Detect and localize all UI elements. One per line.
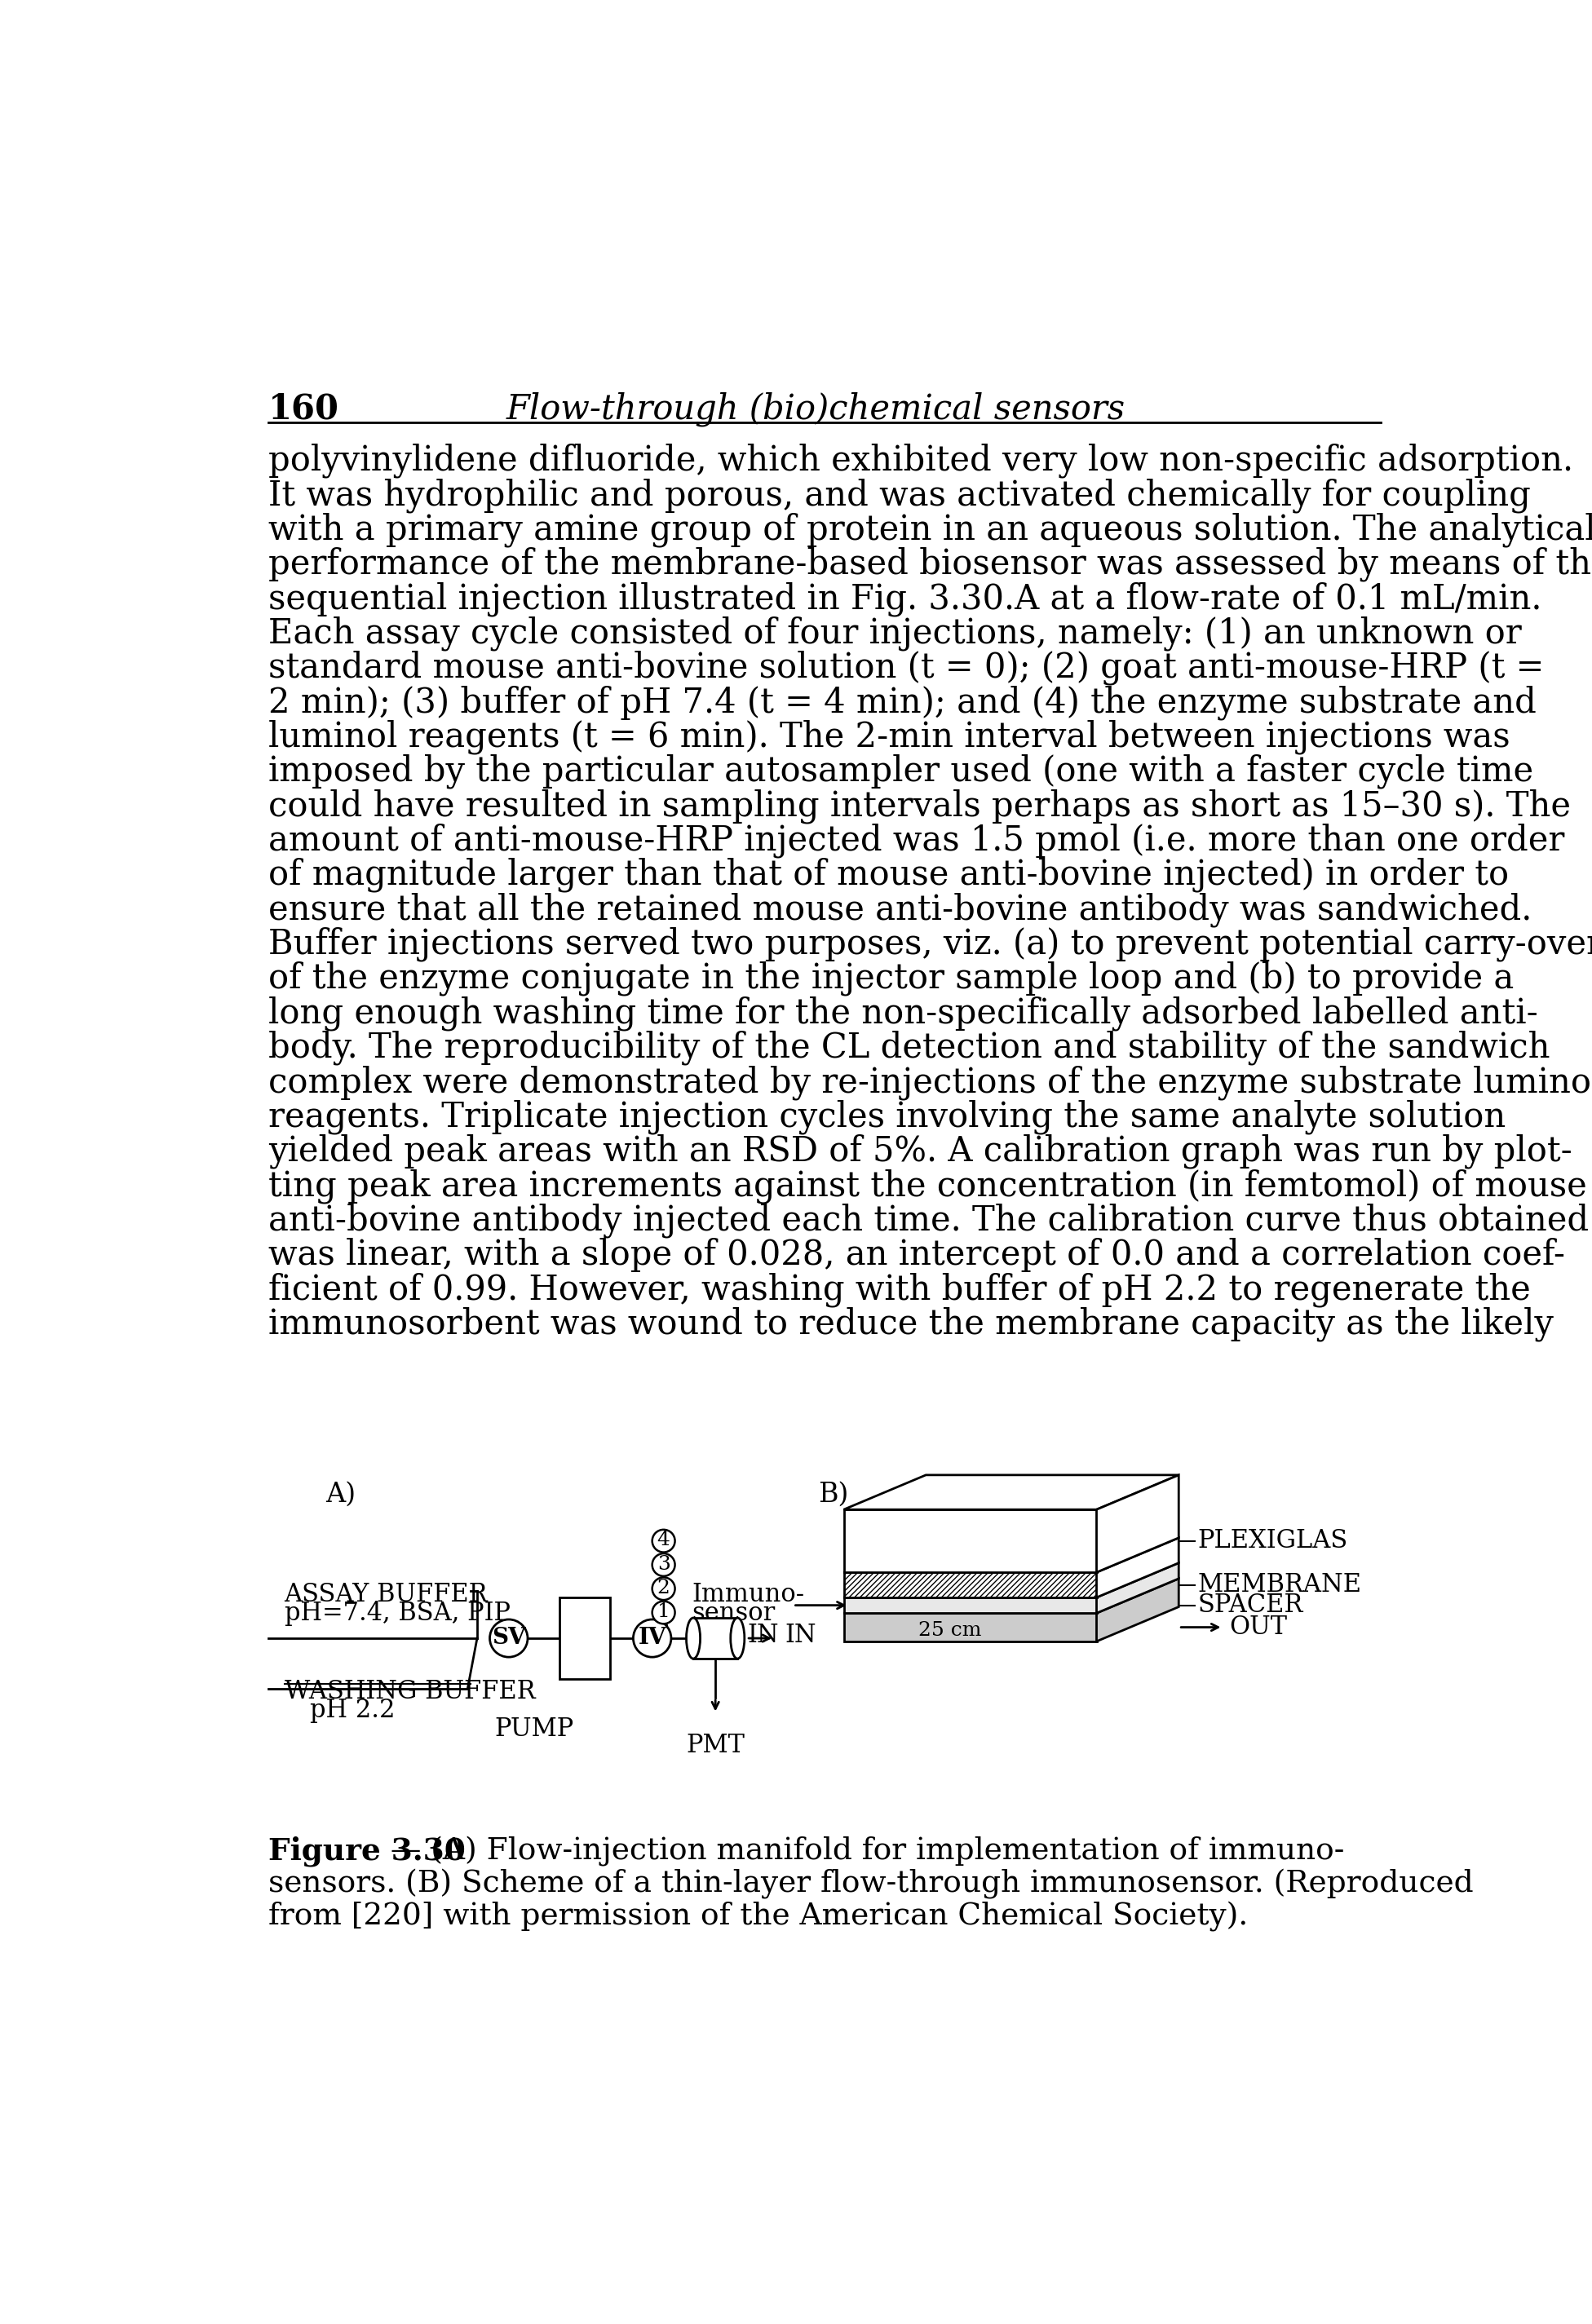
Polygon shape xyxy=(1097,1476,1178,1573)
Text: pH 2.2: pH 2.2 xyxy=(309,1699,395,1722)
Text: yielded peak areas with an RSD of 5%. A calibration graph was run by plot-: yielded peak areas with an RSD of 5%. A … xyxy=(269,1134,1573,1169)
Polygon shape xyxy=(844,1538,1178,1573)
Text: 25 cm: 25 cm xyxy=(919,1620,981,1638)
Text: long enough washing time for the non-specifically adsorbed labelled anti-: long enough washing time for the non-spe… xyxy=(269,997,1538,1030)
Circle shape xyxy=(653,1529,675,1552)
Text: Immuno-: Immuno- xyxy=(693,1583,804,1606)
Text: performance of the membrane-based biosensor was assessed by means of the: performance of the membrane-based biosen… xyxy=(269,546,1592,581)
Text: It was hydrophilic and porous, and was activated chemically for coupling: It was hydrophilic and porous, and was a… xyxy=(269,479,1532,514)
Circle shape xyxy=(490,1620,527,1657)
Text: sequential injection illustrated in Fig. 3.30.A at a flow-rate of 0.1 mL/min.: sequential injection illustrated in Fig.… xyxy=(269,581,1543,616)
Text: could have resulted in sampling intervals perhaps as short as 15–30 s). The: could have resulted in sampling interval… xyxy=(269,788,1571,823)
Text: Each assay cycle consisted of four injections, namely: (1) an unknown or: Each assay cycle consisted of four injec… xyxy=(269,616,1522,651)
Text: A): A) xyxy=(325,1480,355,1508)
Text: IN: IN xyxy=(785,1622,817,1648)
Text: WASHING BUFFER: WASHING BUFFER xyxy=(285,1678,535,1703)
Text: of magnitude larger than that of mouse anti-bovine injected) in order to: of magnitude larger than that of mouse a… xyxy=(269,858,1509,892)
Polygon shape xyxy=(844,1511,1097,1573)
Text: 3: 3 xyxy=(657,1555,670,1573)
Text: with a primary amine group of protein in an aqueous solution. The analytical: with a primary amine group of protein in… xyxy=(269,514,1592,546)
Bar xyxy=(693,1618,737,1659)
Ellipse shape xyxy=(731,1618,745,1659)
Text: SPACER: SPACER xyxy=(1197,1592,1304,1618)
Text: from [220] with permission of the American Chemical Society).: from [220] with permission of the Americ… xyxy=(269,1901,1248,1931)
Polygon shape xyxy=(1097,1538,1178,1597)
Text: ensure that all the retained mouse anti-bovine antibody was sandwiched.: ensure that all the retained mouse anti-… xyxy=(269,892,1532,927)
Text: Figure 3.30: Figure 3.30 xyxy=(269,1836,466,1866)
Text: OUT: OUT xyxy=(1229,1615,1288,1641)
Text: immunosorbent was wound to reduce the membrane capacity as the likely: immunosorbent was wound to reduce the me… xyxy=(269,1306,1554,1341)
Text: 2: 2 xyxy=(657,1578,670,1597)
Text: PLEXIGLAS: PLEXIGLAS xyxy=(1197,1529,1348,1552)
Text: ficient of 0.99. However, washing with buffer of pH 2.2 to regenerate the: ficient of 0.99. However, washing with b… xyxy=(269,1271,1532,1306)
Polygon shape xyxy=(844,1597,1097,1613)
Text: PMT: PMT xyxy=(686,1731,745,1757)
Text: anti-bovine antibody injected each time. The calibration curve thus obtained: anti-bovine antibody injected each time.… xyxy=(269,1204,1589,1239)
Text: SV: SV xyxy=(492,1627,525,1648)
Circle shape xyxy=(653,1578,675,1599)
Text: Flow-through (bio)chemical sensors: Flow-through (bio)chemical sensors xyxy=(506,393,1126,428)
Text: 160: 160 xyxy=(269,393,339,425)
Text: IV: IV xyxy=(638,1627,667,1648)
Circle shape xyxy=(634,1620,672,1657)
Text: IN: IN xyxy=(748,1622,778,1648)
Circle shape xyxy=(653,1552,675,1576)
Polygon shape xyxy=(844,1476,1178,1511)
Bar xyxy=(559,1597,610,1678)
Polygon shape xyxy=(844,1573,1097,1597)
Text: standard mouse anti-bovine solution (t = 0); (2) goat anti-mouse-HRP (t =: standard mouse anti-bovine solution (t =… xyxy=(269,651,1544,686)
Text: sensor: sensor xyxy=(693,1601,775,1627)
Ellipse shape xyxy=(686,1618,700,1659)
Text: Buffer injections served two purposes, viz. (a) to prevent potential carry-over: Buffer injections served two purposes, v… xyxy=(269,927,1592,962)
Polygon shape xyxy=(844,1613,1097,1641)
Polygon shape xyxy=(844,1564,1178,1597)
Text: PUMP: PUMP xyxy=(495,1717,573,1743)
Polygon shape xyxy=(1097,1564,1178,1613)
Text: amount of anti-mouse-HRP injected was 1.5 pmol (i.e. more than one order: amount of anti-mouse-HRP injected was 1.… xyxy=(269,823,1565,858)
Polygon shape xyxy=(1097,1578,1178,1641)
Text: ASSAY BUFFER: ASSAY BUFFER xyxy=(285,1583,487,1606)
Polygon shape xyxy=(844,1578,1178,1613)
Text: B): B) xyxy=(818,1480,849,1508)
Text: 4: 4 xyxy=(657,1532,670,1550)
Text: MEMBRANE: MEMBRANE xyxy=(1197,1573,1361,1597)
Text: polyvinylidene difluoride, which exhibited very low non-specific adsorption.: polyvinylidene difluoride, which exhibit… xyxy=(269,444,1573,479)
Text: — (A) Flow-injection manifold for implementation of immuno-: — (A) Flow-injection manifold for implem… xyxy=(380,1836,1345,1866)
Text: 1: 1 xyxy=(657,1604,670,1622)
Text: luminol reagents (t = 6 min). The 2-min interval between injections was: luminol reagents (t = 6 min). The 2-min … xyxy=(269,720,1511,755)
Text: sensors. (B) Scheme of a thin-layer flow-through immunosensor. (Reproduced: sensors. (B) Scheme of a thin-layer flow… xyxy=(269,1868,1474,1899)
Circle shape xyxy=(653,1601,675,1624)
Text: complex were demonstrated by re-injections of the enzyme substrate luminol: complex were demonstrated by re-injectio… xyxy=(269,1064,1592,1099)
Text: was linear, with a slope of 0.028, an intercept of 0.0 and a correlation coef-: was linear, with a slope of 0.028, an in… xyxy=(269,1239,1565,1271)
Text: imposed by the particular autosampler used (one with a faster cycle time: imposed by the particular autosampler us… xyxy=(269,755,1533,788)
Text: body. The reproducibility of the CL detection and stability of the sandwich: body. The reproducibility of the CL dete… xyxy=(269,1030,1551,1064)
Text: pH=7.4, BSA, PIP: pH=7.4, BSA, PIP xyxy=(285,1601,511,1627)
Text: of the enzyme conjugate in the injector sample loop and (b) to provide a: of the enzyme conjugate in the injector … xyxy=(269,962,1514,997)
Text: 2 min); (3) buffer of pH 7.4 (t = 4 min); and (4) the enzyme substrate and: 2 min); (3) buffer of pH 7.4 (t = 4 min)… xyxy=(269,686,1536,720)
Text: ting peak area increments against the concentration (in femtomol) of mouse: ting peak area increments against the co… xyxy=(269,1169,1587,1204)
Text: reagents. Triplicate injection cycles involving the same analyte solution: reagents. Triplicate injection cycles in… xyxy=(269,1099,1506,1134)
